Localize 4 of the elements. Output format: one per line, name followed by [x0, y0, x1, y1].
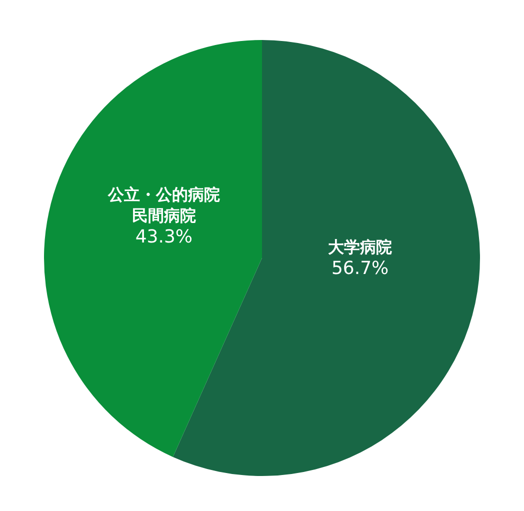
slice-label: 大学病院	[328, 238, 392, 257]
data-label: 56.7%	[331, 258, 389, 280]
data-label: 43.3%	[135, 226, 193, 248]
slice-label: 公立・公的病院民間病院	[106, 185, 220, 226]
